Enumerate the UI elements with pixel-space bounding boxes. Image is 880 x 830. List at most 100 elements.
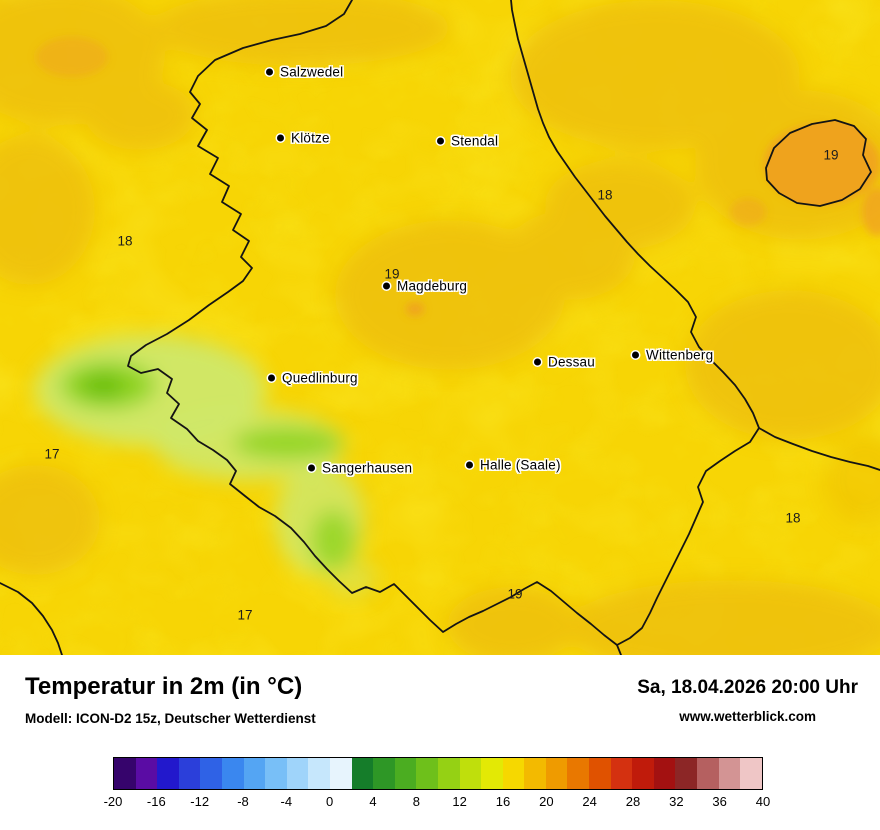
city-marker: Magdeburg	[383, 279, 467, 294]
city-dot-icon	[632, 351, 639, 359]
legend-color-segment	[114, 758, 136, 789]
temperature-value-label: 19	[823, 147, 839, 163]
legend-tick-label: 24	[582, 794, 597, 809]
city-marker: Klötze	[277, 131, 330, 146]
city-marker: Salzwedel	[266, 65, 343, 80]
legend-tick-label: 40	[755, 794, 771, 809]
website-text: www.wetterblick.com	[679, 709, 817, 724]
city-label: Halle (Saale)	[480, 457, 561, 473]
legend-color-segment	[502, 758, 525, 789]
city-label: Salzwedel	[280, 64, 344, 80]
legend-ticks: -20 -16 -12 -8 -4 0 4 8 12 16 20 24 28 32 36 40	[104, 794, 771, 812]
legend-tick-label: 36	[712, 794, 727, 809]
berlin-border	[765, 119, 872, 207]
legend-tick-label: -12	[190, 794, 210, 809]
temperature-value-label: 18	[597, 187, 613, 203]
temperature-value-label: 19	[507, 586, 523, 602]
temperature-value-label: 17	[44, 446, 60, 462]
legend-color-segment	[675, 758, 698, 789]
legend-color-segment	[373, 758, 395, 789]
legend-color-segment	[545, 758, 568, 789]
legend-tick-label: -16	[146, 794, 166, 809]
legend-tick-label: -20	[103, 794, 123, 809]
city-dot-icon	[268, 374, 275, 382]
city-dot-icon	[266, 68, 273, 76]
legend-color-segment	[589, 758, 611, 789]
saxony-anhalt-border	[127, 0, 760, 646]
temperature-map-svg	[0, 0, 880, 655]
temperature-value-label: 19	[384, 266, 400, 282]
footer: Temperatur in 2m (in °C) Modell: ICON-D2…	[0, 655, 880, 830]
legend-color-segment	[437, 758, 460, 789]
city-dot-icon	[277, 134, 284, 142]
legend-color-segment	[157, 758, 179, 789]
model-subtitle: Modell: ICON-D2 15z, Deutscher Wetterdie…	[25, 711, 316, 726]
city-marker: Quedlinburg	[268, 371, 358, 386]
thuringia-border	[0, 582, 63, 655]
saxony-border	[758, 427, 880, 471]
legend-tick-label: 32	[669, 794, 684, 809]
legend-color-segment	[610, 758, 633, 789]
city-marker: Stendal	[437, 134, 498, 149]
legend-color-segment	[308, 758, 330, 789]
legend-tick-label: 16	[495, 794, 511, 809]
legend-color-segment	[394, 758, 417, 789]
legend-color-segment	[740, 758, 762, 789]
map-overlay: Salzwedel Klötze Stendal Magdeburg Quedlinbu…	[44, 65, 839, 623]
legend-color-segment	[351, 758, 374, 789]
city-dot-icon	[308, 464, 315, 472]
city-label: Sangerhausen	[322, 460, 413, 476]
city-marker: Halle (Saale)	[466, 458, 561, 473]
city-dot-icon	[466, 461, 473, 469]
legend-color-segment	[632, 758, 654, 789]
city-label: Klötze	[291, 130, 330, 146]
legend-colorbar	[113, 757, 763, 790]
legend-tick-label: -8	[237, 794, 249, 809]
temperature-value-label: 18	[785, 510, 801, 526]
city-marker: Sangerhausen	[308, 461, 412, 476]
legend-color-segment	[265, 758, 287, 789]
city-label: Magdeburg	[397, 278, 468, 294]
city-dot-icon	[534, 358, 541, 366]
legend-tick-label: -4	[280, 794, 293, 809]
valid-datetime: Sa, 18.04.2026 20:00 Uhr	[637, 677, 858, 698]
legend-tick-label: 0	[326, 794, 334, 809]
legend-tick-label: 8	[412, 794, 420, 809]
city-dot-icon	[437, 137, 444, 145]
state-borders	[0, 0, 880, 655]
legend-color-segment	[178, 758, 201, 789]
page-title: Temperatur in 2m (in °C)	[25, 673, 303, 700]
legend-color-segment	[567, 758, 590, 789]
temperature-value-label: 17	[237, 607, 253, 623]
legend-color-segment	[481, 758, 503, 789]
temperature-value-label: 18	[117, 233, 133, 249]
legend-color-segment	[200, 758, 222, 789]
datetime-block: Sa, 18.04.2026 20:00 Uhr www.wetterblick…	[637, 677, 858, 724]
temperature-legend: -20 -16 -12 -8 -4 0 4 8 12 16 20 24 28 32 36 40	[104, 757, 771, 812]
legend-tick-label: 28	[625, 794, 641, 809]
city-label: Dessau	[548, 354, 595, 370]
legend-color-segment	[718, 758, 741, 789]
city-label: Wittenberg	[646, 347, 714, 363]
legend-color-segment	[221, 758, 244, 789]
city-marker: Dessau	[534, 355, 595, 370]
legend-color-segment	[416, 758, 438, 789]
legend-tick-label: 20	[539, 794, 554, 809]
legend-color-segment	[524, 758, 546, 789]
legend-color-segment	[459, 758, 482, 789]
legend-color-segment	[243, 758, 266, 789]
city-label: Quedlinburg	[282, 370, 358, 386]
legend-color-segment	[653, 758, 676, 789]
legend-tick-label: 12	[452, 794, 467, 809]
city-label: Stendal	[451, 133, 499, 149]
legend-color-segment	[286, 758, 309, 789]
bottom-border-segment	[616, 644, 622, 655]
legend-color-segment	[329, 758, 352, 789]
legend-color-segment	[697, 758, 719, 789]
legend-tick-label: 4	[369, 794, 377, 809]
city-marker: Wittenberg	[632, 348, 713, 363]
city-dot-icon	[383, 282, 390, 290]
legend-color-segment	[135, 758, 158, 789]
map-area: Salzwedel Klötze Stendal Magdeburg Quedlinbu…	[0, 0, 880, 655]
